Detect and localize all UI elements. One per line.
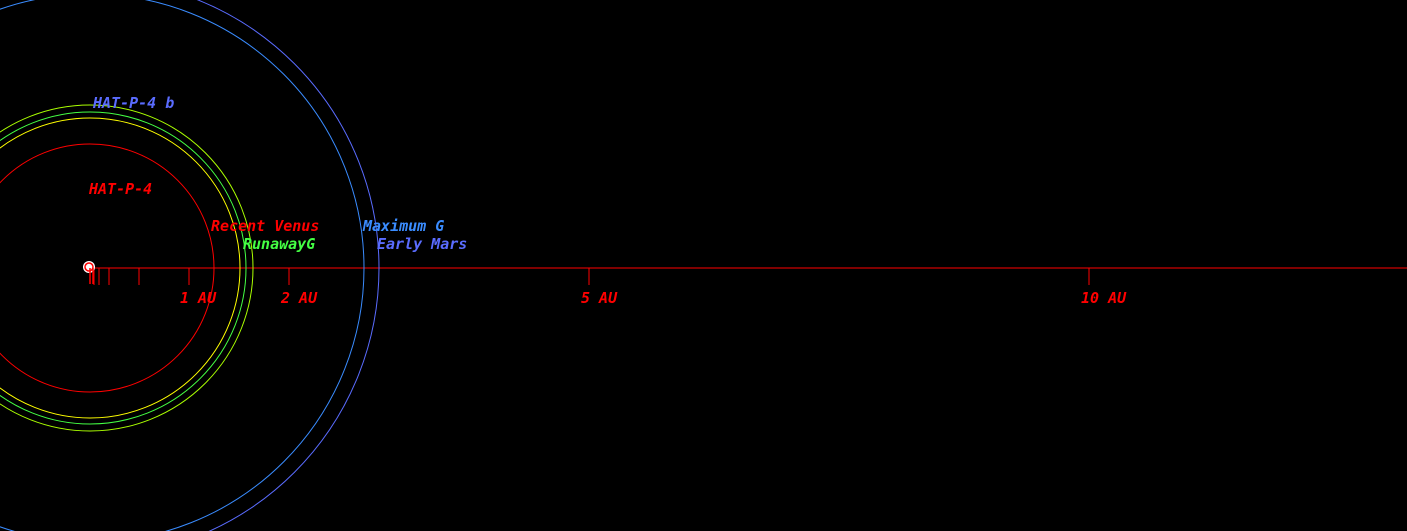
habitable-zone-inner-orbit-outer — [0, 104, 254, 432]
early-mars-label: Early Mars — [377, 235, 468, 253]
star-label: HAT-P-4 — [89, 180, 153, 198]
star-orbit-circle — [0, 143, 215, 393]
recent-venus-label: Recent Venus — [211, 217, 320, 235]
runaway-greenhouse-label: RunawayG — [243, 235, 316, 253]
axis-label-2au: 2 AU — [281, 289, 318, 307]
runaway-greenhouse-orbit — [0, 111, 247, 425]
planet-label: HAT-P-4 b — [93, 94, 175, 112]
maximum-greenhouse-orbit — [0, 0, 365, 531]
axis-label-5au: 5 AU — [581, 289, 618, 307]
axis-label-10au: 10 AU — [1081, 289, 1127, 307]
early-mars-orbit — [196, 0, 380, 531]
axis-ticks — [93, 268, 1090, 285]
maximum-greenhouse-label: Maximum G — [363, 217, 445, 235]
habitable-zone-inner-orbit — [0, 117, 241, 419]
star-marker-icon — [83, 261, 95, 284]
axis-label-1au: 1 AU — [180, 289, 217, 307]
